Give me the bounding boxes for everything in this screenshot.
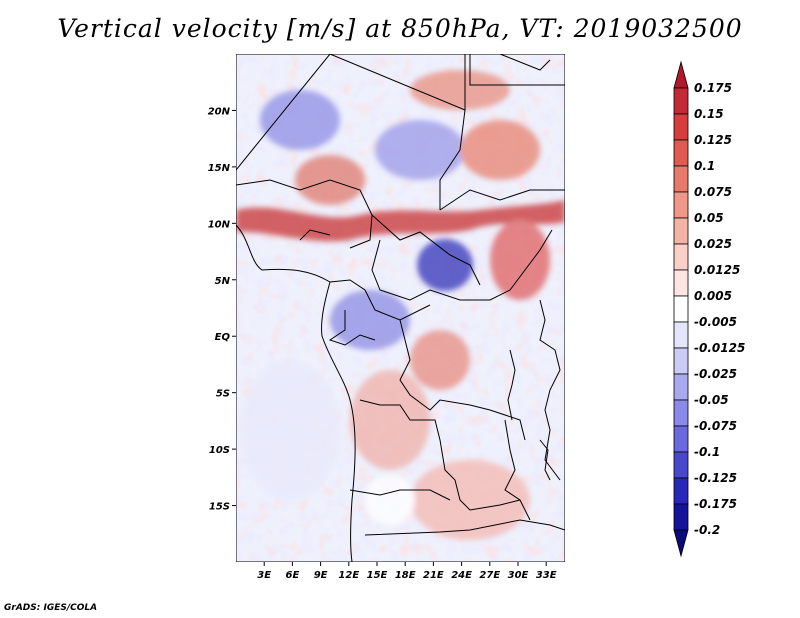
colorbar-segment [673,503,689,531]
lat-tick-label: EQ [215,332,231,343]
lon-tick-label: 12E [338,570,359,581]
lon-tick-label: 3E [257,570,271,581]
colorbar: 0.175 0.15 0.125 0.1 0.075 0.05 0.025 0.0125 0.0… [673,60,745,558]
lon-tick-label: 15E [367,570,388,581]
colorbar-segment [673,243,689,271]
lat-tick-label: 5N [215,276,231,287]
colorbar-segment [673,399,689,427]
colorbar-segment [673,191,689,219]
colorbar-segment [673,477,689,505]
colorbar-segment [673,347,689,375]
lon-tick-label: 27E [479,570,500,581]
lat-tick-label: 10N [208,219,231,230]
colorbar-segment [673,451,689,479]
lat-tick-label: 5S [216,389,230,400]
map-title: Vertical velocity [m/s] at 850hPa, VT: 2… [57,14,743,43]
colorbar-segment [673,87,689,115]
colorbar-label: 0.175 [694,81,732,95]
colorbar-label: -0.05 [694,393,729,407]
lon-tick-label: 9E [314,570,328,581]
colorbar-label: -0.075 [694,419,737,433]
colorbar-segment [673,321,689,349]
lon-tick-label: 6E [286,570,300,581]
lon-tick-label: 33E [536,570,557,581]
colorbar-label: -0.125 [694,471,737,485]
colorbar-segment [673,139,689,167]
latitude-axis: 20N 15N 10N 5N EQ 5S 10S 15S [208,106,236,513]
colorbar-label: 0.075 [694,185,732,199]
lon-tick-label: 24E [451,570,472,581]
colorbar-label: 0.125 [694,133,732,147]
colorbar-segment [673,217,689,245]
colorbar-segment [673,373,689,401]
colorbar-label: -0.175 [694,497,737,511]
colorbar-segment [673,295,689,323]
colorbar-label: -0.2 [694,523,720,537]
colorbar-label: -0.1 [694,445,720,459]
colorbar-segment [673,529,689,558]
lon-tick-label: 21E [423,570,444,581]
lon-tick-label: 18E [395,570,416,581]
coastlines-and-borders [236,54,565,562]
longitude-axis: 3E 6E 9E 12E 15E 18E 21E 24E 27E 30E 33E [257,562,557,581]
colorbar-segment [673,425,689,453]
colorbar-label: 0.1 [694,159,715,173]
colorbar-segment [673,269,689,297]
colorbar-label: -0.005 [694,315,737,329]
colorbar-label: 0.15 [694,107,724,121]
colorbar-label: -0.0125 [694,341,745,355]
lat-tick-label: 15N [208,163,231,174]
lat-tick-label: 20N [208,106,231,117]
colorbar-label: 0.005 [694,289,732,303]
lat-tick-label: 10S [209,445,230,456]
colorbar-segment [673,60,689,89]
colorbar-label: 0.025 [694,237,732,251]
colorbar-label: -0.025 [694,367,737,381]
lon-tick-label: 30E [508,570,529,581]
colorbar-segment [673,113,689,141]
colorbar-label: 0.0125 [694,263,740,277]
footer-credit: GrADS: IGES/COLA [4,603,98,613]
vertical-velocity-field [236,54,565,562]
lat-tick-label: 15S [209,502,230,513]
colorbar-segment [673,165,689,193]
colorbar-label: 0.05 [694,211,724,225]
